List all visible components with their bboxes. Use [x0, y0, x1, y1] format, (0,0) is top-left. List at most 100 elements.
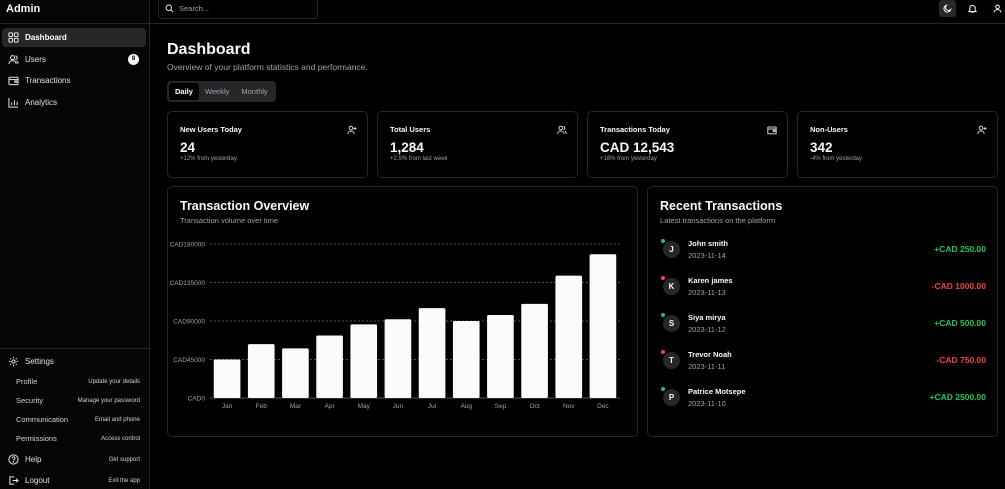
avatar: T [663, 352, 680, 369]
stat-value: 24 [180, 140, 196, 155]
settings-item-label: Security [16, 396, 44, 405]
tab-weekly[interactable]: Weekly [204, 87, 230, 96]
stat-note: -4% from yesterday [810, 156, 863, 162]
sidebar-item-label: Users [25, 54, 46, 64]
logout-icon [8, 475, 19, 486]
sidebar-item-label: Transactions [25, 76, 71, 85]
sidebar-item-label: Analytics [25, 97, 58, 107]
stat-value: 1,284 [390, 140, 424, 155]
search-box[interactable] [158, 0, 318, 19]
sidebar-item-dashboard[interactable]: Dashboard [2, 28, 146, 47]
settings-section[interactable]: Settings [8, 356, 54, 367]
avatar-initial: K [668, 282, 675, 291]
sidebar-item-analytics[interactable]: Analytics [2, 93, 146, 112]
x-tick-label: Apr [325, 403, 336, 410]
users-count-badge: 8 [128, 53, 139, 65]
settings-item-communication[interactable]: Communication Email and phone [16, 415, 140, 424]
chart-bar [452, 321, 480, 398]
sidebar-item-label: Dashboard [25, 33, 67, 42]
settings-item-permissions[interactable]: Permissions Access control [16, 434, 140, 443]
status-dot [661, 350, 665, 354]
users-icon [8, 54, 19, 65]
stat-card-non-users: Non-Users 342 -4% from yesterday [797, 111, 998, 178]
help-item[interactable]: Help Get support [8, 454, 140, 465]
transaction-row[interactable]: K Karen james 2023-11-13 -CAD 1000.00 [660, 275, 986, 299]
stat-value: CAD 12,543 [600, 140, 675, 155]
avatar: J [663, 241, 680, 258]
transaction-name: John smith [688, 239, 729, 248]
transaction-date: 2023-11-11 [688, 362, 726, 371]
settings-item-desc: Access control [100, 435, 140, 442]
transaction-row[interactable]: T Trevor Noah 2023-11-11 -CAD 750.00 [660, 349, 986, 373]
theme-toggle-button[interactable] [939, 0, 956, 17]
logout-item[interactable]: Logout Exit the app [8, 475, 140, 486]
recent-transactions-card: Recent Transactions Latest transactions … [647, 186, 998, 437]
avatar-initial: S [668, 319, 675, 328]
avatar-initial: P [668, 393, 675, 402]
brand-title: Admin [6, 3, 41, 15]
sidebar-item-users[interactable]: Users 8 [2, 50, 146, 69]
stat-card-new-users: New Users Today 24 +12% from yesterday [167, 111, 368, 178]
chart-bar [316, 335, 343, 398]
divider [0, 348, 150, 349]
settings-item-label: Permissions [16, 434, 57, 443]
settings-item-security[interactable]: Security Manage your password [16, 396, 140, 405]
x-tick-label: Aug [460, 403, 472, 410]
transaction-row[interactable]: J John smith 2023-11-14 +CAD 250.00 [660, 238, 986, 262]
sidebar-item-transactions[interactable]: Transactions [2, 71, 146, 90]
chart-bar [213, 359, 241, 398]
chart-bar [487, 315, 514, 398]
stat-title: Transactions Today [600, 125, 670, 134]
logout-desc: Exit the app [108, 477, 140, 484]
x-tick-label: Jan [222, 403, 233, 410]
avatar: P [663, 389, 680, 406]
transaction-overview-card: Transaction Overview Transaction volume … [167, 186, 638, 437]
grid-icon [8, 32, 19, 43]
x-tick-label: Sep [495, 403, 507, 410]
transaction-row[interactable]: P Patrice Motsepe 2023-11-10 +CAD 2500.0… [660, 386, 986, 410]
tab-monthly[interactable]: Monthly [241, 87, 268, 96]
chart-bar [418, 308, 446, 398]
user-plus-icon [977, 125, 987, 135]
bell-icon [968, 4, 977, 13]
search-icon [165, 4, 174, 13]
panel-title: Transaction Overview [180, 199, 310, 213]
search-input[interactable] [179, 4, 309, 13]
transaction-amount: +CAD 250.00 [934, 244, 986, 254]
x-tick-label: Oct [530, 403, 540, 410]
y-tick-label: CAD90000 [173, 319, 205, 326]
user-plus-icon [347, 125, 357, 135]
chart-bar [247, 344, 275, 398]
settings-item-label: Profile [16, 377, 38, 386]
transaction-row[interactable]: S Siya mirya 2023-11-12 +CAD 500.00 [660, 312, 986, 336]
help-label: Help [25, 455, 42, 464]
chart-bar [384, 319, 412, 398]
user-icon [993, 4, 1002, 13]
wallet-icon [767, 125, 777, 135]
avatar: K [663, 278, 680, 295]
chart-bar [555, 275, 583, 398]
stat-title: New Users Today [180, 125, 242, 134]
settings-item-desc: Manage your password [77, 397, 140, 404]
bar-chart-icon [8, 97, 19, 108]
settings-item-profile[interactable]: Profile Update your details [16, 377, 140, 386]
transaction-amount: -CAD 1000.00 [931, 281, 986, 291]
chart-bar [282, 348, 309, 398]
moon-icon [943, 4, 952, 13]
y-tick-label: CAD45000 [173, 357, 205, 364]
tab-daily[interactable]: Daily [169, 83, 199, 100]
x-tick-label: Jul [428, 403, 437, 410]
user-menu-button[interactable] [989, 0, 1005, 17]
x-tick-label: Dec [597, 403, 609, 410]
panel-title: Recent Transactions [660, 199, 783, 213]
x-tick-label: Jun [393, 403, 404, 410]
status-dot [661, 387, 665, 391]
period-tabs: Daily Weekly Monthly [167, 81, 276, 102]
status-dot [661, 276, 665, 280]
panel-subtitle: Latest transactions on the platform [660, 216, 776, 225]
notifications-button[interactable] [964, 0, 981, 17]
transaction-amount: -CAD 750.00 [936, 355, 986, 365]
y-tick-label: CAD0 [188, 396, 206, 403]
sidebar: Admin Dashboard Users 8 Transactions [0, 0, 150, 489]
x-tick-label: Mar [290, 403, 302, 410]
